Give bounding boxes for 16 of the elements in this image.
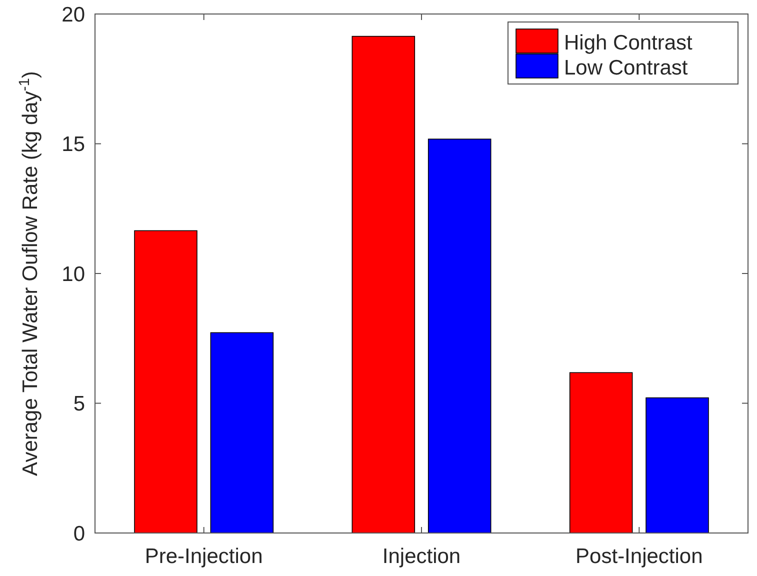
bar bbox=[646, 397, 709, 534]
y-tick-label: 10 bbox=[62, 262, 85, 286]
bar bbox=[134, 230, 198, 534]
y-tick-label: 15 bbox=[62, 133, 85, 156]
y-tick-label: 20 bbox=[62, 3, 85, 26]
legend-label: High Contrast bbox=[564, 31, 693, 54]
legend-label: Low Contrast bbox=[564, 56, 688, 80]
bar bbox=[210, 332, 274, 534]
x-tick-label: Pre-Injection bbox=[144, 545, 263, 568]
x-tick-label: Post-Injection bbox=[576, 545, 703, 568]
y-tick-label: 0 bbox=[73, 522, 85, 546]
bar bbox=[569, 372, 633, 534]
y-tick-label: 5 bbox=[73, 392, 85, 416]
bar bbox=[428, 138, 492, 534]
bar bbox=[352, 36, 416, 534]
x-tick-label: Injection bbox=[382, 545, 461, 568]
